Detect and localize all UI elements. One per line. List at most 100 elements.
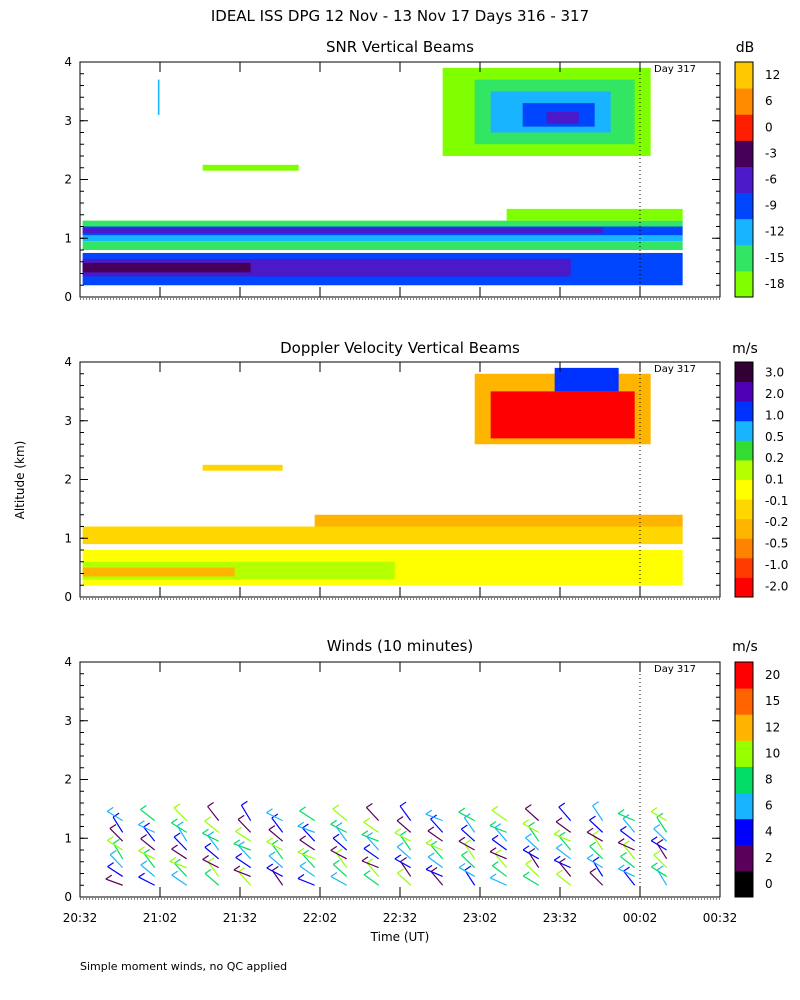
velocity-panel-title: Doppler Velocity Vertical Beams [280,339,520,357]
day-marker-label: Day 317 [654,364,696,375]
wind-barb-flag [618,864,625,870]
wind-barb [332,808,348,822]
wind-barb-flag [425,864,433,870]
wind-barb-flag [202,828,209,834]
colorbar-segment [735,557,753,578]
wind-barb-flag [458,836,466,842]
wind-barb-flag [361,830,369,836]
wind-barb-flag [396,842,404,848]
wind-barb [458,866,475,877]
wind-barb [522,875,539,886]
colorbar-segment [735,140,753,167]
colorbar-segment [735,362,753,383]
data-cell [82,241,683,250]
y-tick-label: 4 [64,55,72,69]
colorbar-tick-label: 4 [765,825,773,839]
wind-barb [430,818,444,833]
wind-barb [266,812,283,822]
wind-barb [430,871,444,886]
wind-barb [650,811,667,822]
wind-barb-flag [494,823,502,829]
wind-barb-flag [299,835,307,841]
wind-barb-flag [399,801,407,807]
colorbar-segment [735,688,753,715]
wind-barb-flag [140,860,148,866]
wind-barb-flag [464,865,472,871]
x-tick-label: 21:02 [143,911,178,925]
footnote: Simple moment winds, no QC applied [80,960,287,973]
wind-barb [622,818,636,833]
wind-barb-flag [425,809,433,815]
wind-barb-flag [489,821,497,827]
wind-barb [171,874,188,886]
wind-barb-flag [330,845,338,851]
wind-barb-flag [589,868,597,874]
y-tick-label: 1 [64,231,72,245]
snr-colorbar: -18 -15 -12 -9 -6 -3 0 6 12 [734,61,785,298]
wind-barb-flag [266,863,274,869]
wind-barb-flag [651,862,658,868]
x-tick-label: 23:32 [543,911,578,925]
colorbar-segment [735,401,753,422]
wind-barb [176,825,188,842]
wind-barb-flag [140,834,148,840]
y-tick-label: 0 [64,590,72,604]
wind-barb [297,851,315,860]
wind-barb [491,809,508,822]
wind-barb [618,868,635,877]
figure-title: IDEAL ISS DPG 12 Nov - 13 Nov 17 Days 31… [211,7,589,25]
wind-barb-flag [204,842,212,848]
colorbar-segment [735,538,753,559]
colorbar-tick-label: 6 [765,799,773,813]
wind-barb [558,806,572,822]
colorbar-tick-label: -15 [765,251,785,265]
colorbar-tick-label: 0 [765,877,773,891]
colorbar-tick-label: 2 [765,851,773,865]
wind-barb-flag [558,831,566,837]
wind-barb-flag [553,855,561,861]
colorbar-tick-label: -0.1 [765,494,788,508]
wind-barb [169,860,187,869]
wind-barb [589,845,604,860]
colorbar-segment [735,818,753,846]
wind-barb [204,872,220,886]
wind-barb [427,830,444,842]
wind-barb-flag [332,833,340,839]
y-axis-label: Altitude (km) [13,441,27,520]
wind-barb-flag [427,852,435,858]
wind-barb-flag [140,805,147,811]
colorbar-segment [735,499,753,520]
wind-barb-flag [525,833,532,839]
wind-barb-flag [266,837,273,843]
y-tick-label: 1 [64,831,72,845]
wind-barb-flag [400,830,407,836]
wind-barb-flag [361,856,369,862]
y-tick-label: 3 [64,714,72,728]
data-cell [490,391,635,439]
data-cell [82,567,235,577]
colorbar-tick-label: -0.2 [765,515,788,529]
wind-barb [268,829,284,842]
velocity-colorbar-unit: m/s [732,341,758,357]
wind-barb-flag [109,850,117,856]
colorbar-segment [735,714,753,741]
wind-barb [592,834,604,851]
wind-barb [266,867,283,877]
wind-barb [458,811,475,822]
wind-barb-flag [204,868,212,874]
wind-barb [555,821,572,833]
wind-barb [489,825,507,833]
wind-barb-flag [589,841,597,847]
wind-barb [297,877,315,886]
wind-barb [361,860,379,869]
winds-plot-area: Day 317 0 1 2 3 4 20:32 21:02 21:32 22:02 22:32 23:… [63,655,738,925]
wind-barb-flag [366,832,373,838]
wind-barb-flag [297,874,305,880]
x-tick-label: 23:02 [463,911,498,925]
day-marker-label: Day 317 [654,664,696,675]
y-tick-label: 2 [64,773,72,787]
wind-barb-flag [617,809,625,815]
colorbar-segment [735,844,753,872]
wind-barb [464,869,476,886]
y-tick-label: 2 [64,173,72,187]
